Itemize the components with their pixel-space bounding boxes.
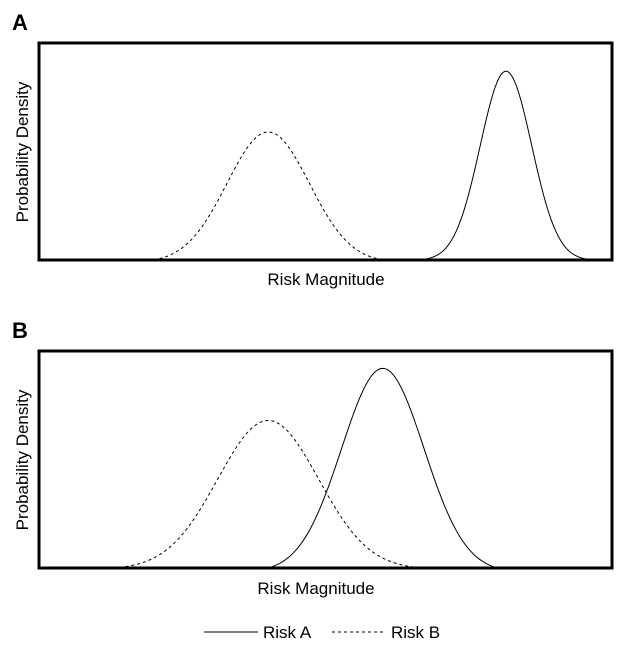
panel-b-risk-a-curve xyxy=(268,367,509,569)
panel-b-label: B xyxy=(12,318,28,343)
panel-b-y-axis-label: Probability Density xyxy=(13,389,32,530)
legend: Risk A Risk B xyxy=(204,623,440,642)
legend-risk-a-label: Risk A xyxy=(263,623,312,642)
panel-b-plot-frame xyxy=(37,349,614,570)
panel-a-risk-b-curve xyxy=(153,131,395,261)
panel-a-x-axis-label: Risk Magnitude xyxy=(267,270,384,289)
panel-a-y-axis-label: Probability Density xyxy=(13,81,32,222)
panel-b-risk-b-curve xyxy=(113,419,429,569)
panel-a-risk-a-curve xyxy=(417,70,590,261)
panel-a-plot-frame xyxy=(37,41,614,262)
panel-b: B Risk Magnitude Probability Density xyxy=(12,318,614,598)
panel-b-x-axis-label: Risk Magnitude xyxy=(257,579,374,598)
panel-a: A Risk Magnitude Probability Density xyxy=(12,10,614,289)
legend-risk-b-label: Risk B xyxy=(391,623,440,642)
panel-a-label: A xyxy=(12,10,28,35)
